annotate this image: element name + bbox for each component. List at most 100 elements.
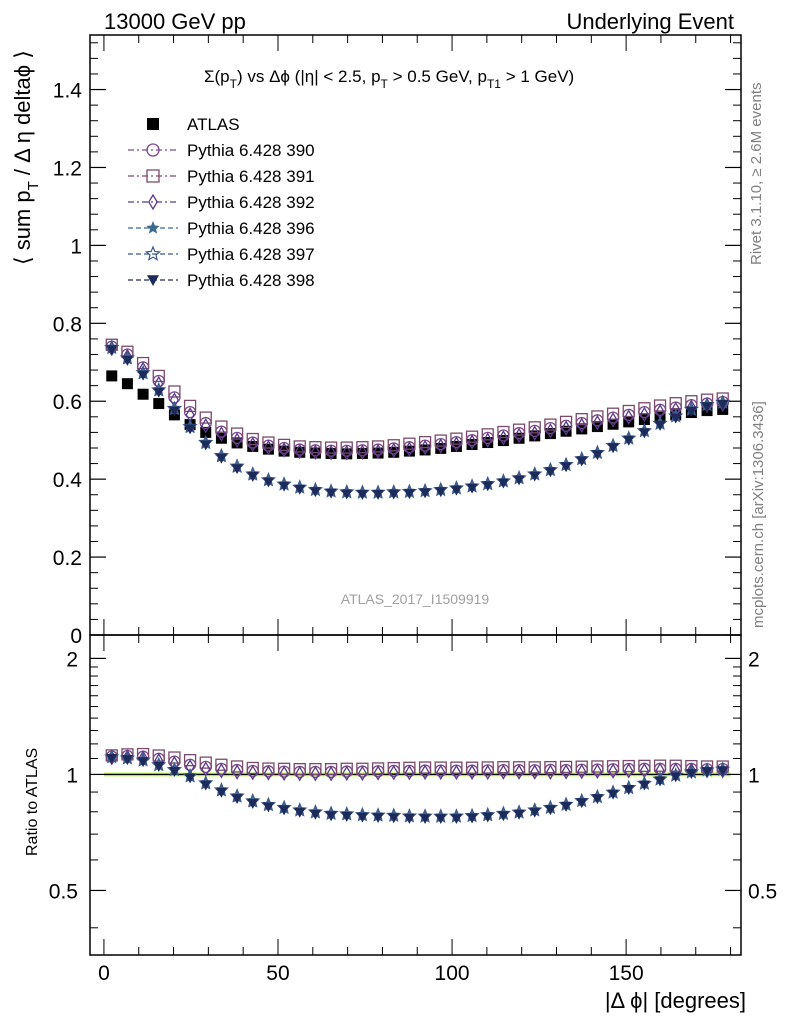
mcplots-label: mcplots.cern.ch [arXiv:1306.3436] <box>750 401 767 628</box>
point-atlas <box>591 421 603 433</box>
ratio-point-pythia-6-428-392 <box>310 765 321 782</box>
legend-marker <box>146 143 160 157</box>
ratio-point-pythia-6-428-392 <box>263 765 274 781</box>
ratio-point-pythia-6-428-392 <box>514 764 524 780</box>
point-pythia-6-428-398 <box>200 440 212 451</box>
ratio-point-pythia-6-428-398 <box>576 798 588 809</box>
ratio-point-pythia-6-428-398 <box>654 776 666 787</box>
ratio-axis-ticks: 0 50 100 150 0.5 0.5 1 1 2 2 <box>49 635 777 985</box>
point-pythia-6-428-398 <box>560 462 572 473</box>
ratio-point-pythia-6-428-392 <box>232 764 242 780</box>
ratio-point-pythia-6-428-398 <box>278 805 290 816</box>
ratio-point-pythia-6-428-398 <box>137 757 149 768</box>
point-pythia-6-428-391 <box>497 425 510 439</box>
legend: ATLAS Pythia 6.428 390 Pythia 6.428 391 Pyt… <box>128 115 315 290</box>
point-pythia-6-428-391 <box>324 441 338 454</box>
ratio-plot-frame <box>89 634 742 956</box>
point-pythia-6-428-391 <box>371 440 385 453</box>
ratio-point-pythia-6-428-391 <box>450 761 463 774</box>
point-pythia-6-428-398 <box>372 489 384 500</box>
point-pythia-6-428-398 <box>466 483 478 494</box>
point-pythia-6-428-398 <box>153 387 165 398</box>
ratio-point-pythia-6-428-392 <box>592 763 603 780</box>
x-tick-label: 50 <box>266 962 289 985</box>
point-pythia-6-428-391 <box>653 399 667 412</box>
point-pythia-6-428-392 <box>639 406 649 423</box>
ratio-point-pythia-6-428-392 <box>248 764 258 781</box>
point-pythia-6-428-391 <box>230 427 244 440</box>
ratio-point-pythia-6-428-398 <box>685 769 697 780</box>
ratio-point-pythia-6-428-398 <box>717 766 729 777</box>
point-atlas <box>638 414 650 426</box>
point-atlas <box>388 446 400 458</box>
ratio-point-pythia-6-428-391 <box>497 761 510 774</box>
ratio-point-pythia-6-428-391 <box>246 761 259 775</box>
point-pythia-6-428-391 <box>168 385 181 398</box>
point-pythia-6-428-398 <box>450 485 462 496</box>
point-pythia-6-428-391 <box>199 411 212 424</box>
ratio-point-pythia-6-428-398 <box>607 789 619 800</box>
point-pythia-6-428-398 <box>341 489 353 500</box>
point-pythia-6-428-391 <box>481 428 494 441</box>
ratio-point-pythia-6-428-391 <box>262 762 275 775</box>
point-atlas <box>247 440 259 452</box>
point-atlas <box>215 432 227 444</box>
ratio-point-pythia-6-428-391 <box>653 759 667 772</box>
point-pythia-6-428-398 <box>544 467 556 478</box>
header-left: 13000 GeV pp <box>104 9 246 34</box>
ratio-point-pythia-6-428-398 <box>482 812 494 823</box>
legend-marker <box>146 221 160 234</box>
point-pythia-6-428-398 <box>497 478 509 489</box>
ratio-point-pythia-6-428-398 <box>435 814 447 825</box>
point-pythia-6-428-398 <box>419 488 431 499</box>
ratio-y-tick-label-right: 0.5 <box>748 880 777 903</box>
point-pythia-6-428-398 <box>294 484 306 495</box>
point-pythia-6-428-398 <box>168 406 180 417</box>
x-axis-label: |Δ ϕ| [degrees] <box>605 988 746 1013</box>
point-pythia-6-428-392 <box>436 438 446 454</box>
point-pythia-6-428-398 <box>262 477 274 488</box>
ratio-series-group <box>104 747 731 825</box>
legend-label: Pythia 6.428 392 <box>187 193 315 212</box>
point-atlas <box>403 445 415 457</box>
point-pythia-6-428-391 <box>434 434 447 447</box>
ratio-point-pythia-6-428-398 <box>419 814 431 825</box>
ratio-point-pythia-6-428-398 <box>294 807 306 818</box>
point-pythia-6-428-392 <box>577 417 587 434</box>
ratio-point-pythia-6-428-398 <box>623 785 635 795</box>
ratio-point-pythia-6-428-391 <box>387 761 400 775</box>
point-pythia-6-428-398 <box>121 355 133 366</box>
point-pythia-6-428-392 <box>263 439 274 456</box>
point-pythia-6-428-398 <box>231 464 243 475</box>
point-atlas <box>482 437 494 449</box>
ratio-point-pythia-6-428-391 <box>544 760 557 774</box>
point-pythia-6-428-391 <box>559 415 573 429</box>
ratio-point-pythia-6-428-391 <box>277 762 291 775</box>
point-pythia-6-428-391 <box>277 438 291 452</box>
ratio-point-pythia-6-428-398 <box>215 787 227 798</box>
legend-marker <box>147 118 159 130</box>
point-pythia-6-428-391 <box>293 440 306 453</box>
point-atlas <box>435 442 447 454</box>
main-y-tick-label: 0 <box>70 625 82 648</box>
point-pythia-6-428-392 <box>483 432 493 448</box>
ratio-point-pythia-6-428-398 <box>106 753 118 764</box>
main-y-tick-label: 1 <box>70 235 82 258</box>
point-pythia-6-428-391 <box>262 436 275 449</box>
x-tick-label: 0 <box>98 962 110 985</box>
ratio-point-pythia-6-428-398 <box>247 799 259 809</box>
ratio-point-pythia-6-428-391 <box>215 758 228 771</box>
point-pythia-6-428-398 <box>482 481 494 492</box>
ratio-point-pythia-6-428-392 <box>216 763 227 779</box>
legend-marker <box>146 169 160 183</box>
ratio-point-pythia-6-428-392 <box>483 764 493 781</box>
ratio-point-pythia-6-428-392 <box>357 765 368 782</box>
point-pythia-6-428-391 <box>465 430 479 443</box>
point-atlas <box>137 388 149 400</box>
point-pythia-6-428-391 <box>215 420 228 433</box>
ratio-y-axis-label: Ratio to ATLAS <box>24 748 41 856</box>
point-pythia-6-428-398 <box>137 370 149 381</box>
legend-marker <box>148 193 158 211</box>
point-pythia-6-428-398 <box>388 489 400 500</box>
